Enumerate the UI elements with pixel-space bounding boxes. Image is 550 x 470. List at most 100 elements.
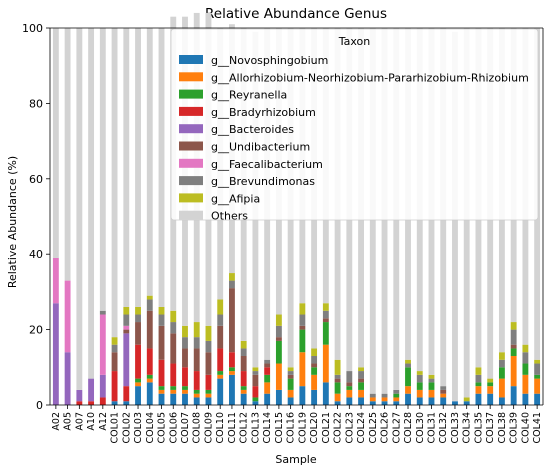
bar-segment-A10-3	[88, 401, 95, 405]
bar-segment-COL35-1	[475, 386, 482, 394]
bar-segment-COL08-5	[193, 348, 200, 372]
bar-segment-COL38-0	[498, 397, 505, 405]
bar-segment-COL10-7	[217, 314, 224, 326]
x-tick-label-COL25: COL25	[368, 412, 379, 444]
bar-segment-COL09-5	[205, 352, 212, 375]
bar-segment-COL03-9	[135, 28, 141, 307]
x-tick-label-A07: A07	[74, 412, 85, 431]
bar-segment-COL06-5	[170, 333, 177, 364]
bar-segment-COL28-1	[405, 386, 411, 394]
bar-segment-COL09-8	[205, 325, 212, 341]
bar-segment-COL16-2	[287, 378, 294, 390]
bar-segment-COL37-0	[487, 393, 494, 405]
bar-segment-COL23-7	[346, 371, 353, 383]
bar-segment-A07-9	[76, 28, 83, 390]
legend-swatch-7	[179, 176, 203, 186]
bar-segment-A12-6	[99, 314, 106, 375]
bar-segment-COL06-7	[170, 322, 177, 334]
bar-segment-A02-9	[52, 28, 59, 258]
bar-segment-COL40-8	[522, 344, 529, 353]
bar-segment-COL15-1	[275, 363, 282, 390]
bar-segment-COL37-1	[487, 386, 494, 394]
bar-segment-COL03-2	[135, 378, 141, 383]
bar-segment-COL21-0	[322, 382, 329, 405]
bar-segment-COL11-8	[229, 273, 235, 281]
bar-segment-COL15-8	[275, 314, 282, 326]
legend-label-9: Others	[211, 210, 248, 223]
x-tick-label-COL03: COL03	[133, 412, 144, 444]
bar-segment-COL13-7	[252, 371, 259, 375]
bar-segment-COL41-8	[534, 359, 541, 364]
legend-label-7: g__Brevundimonas	[211, 175, 315, 188]
x-tick-label-COL27: COL27	[391, 412, 402, 444]
bar-segment-COL05-8	[158, 306, 165, 315]
bar-segment-COL21-7	[322, 310, 329, 319]
bar-segment-COL12-1	[240, 389, 247, 394]
x-tick-label-COL13: COL13	[250, 412, 261, 444]
bar-segment-COL11-1	[229, 371, 235, 375]
x-tick-label-COL37: COL37	[485, 412, 496, 444]
bar-segment-COL35-2	[475, 382, 482, 387]
bar-segment-COL06-2	[170, 386, 177, 390]
bar-segment-A02-6	[52, 257, 59, 304]
bar-segment-COL03-8	[135, 306, 141, 315]
x-tick-label-COL01: COL01	[110, 412, 121, 444]
bar-segment-COL07-7	[182, 337, 188, 349]
x-tick-label-COL21: COL21	[321, 412, 332, 444]
bar-segment-COL15-0	[275, 389, 282, 405]
bar-segment-COL34-8	[463, 397, 470, 402]
bar-segment-COL40-1	[522, 374, 529, 394]
bar-segment-COL30-0	[416, 397, 423, 405]
legend-swatch-1	[179, 72, 203, 82]
bar-segment-A10-9	[88, 28, 95, 379]
bar-segment-COL41-2	[534, 374, 541, 379]
bar-segment-COL27-2	[393, 393, 400, 398]
bar-segment-COL14-7	[264, 359, 271, 364]
bar-segment-COL11-5	[229, 288, 235, 353]
bar-segment-COL41-1	[534, 378, 541, 394]
bar-segment-COL11-7	[229, 280, 235, 289]
bar-segment-COL20-1	[311, 374, 318, 390]
bar-segment-COL32-7	[440, 386, 447, 390]
bar-segment-COL05-0	[158, 393, 165, 405]
bar-segment-COL05-3	[158, 359, 165, 387]
bar-segment-COL31-0	[428, 397, 435, 405]
bar-segment-COL25-1	[369, 397, 376, 402]
bar-segment-COL40-7	[522, 352, 529, 364]
bar-segment-COL27-0	[393, 401, 400, 405]
bar-segment-COL04-0	[146, 382, 153, 405]
bar-segment-COL39-2	[510, 348, 517, 356]
bar-segment-COL13-8	[252, 367, 259, 372]
x-tick-label-COL23: COL23	[344, 412, 355, 444]
bar-segment-COL39-8	[510, 322, 517, 330]
bar-segment-COL09-1	[205, 393, 212, 398]
bar-segment-COL25-7	[369, 393, 376, 398]
bar-segment-COL02-8	[123, 306, 130, 315]
bar-segment-COL21-1	[322, 344, 329, 383]
bar-segment-COL02-3	[123, 386, 130, 402]
legend-swatch-6	[179, 158, 203, 168]
bar-segment-COL05-1	[158, 389, 165, 394]
bar-segment-COL26-7	[381, 393, 388, 398]
bar-segment-COL22-1	[334, 393, 341, 402]
bar-segment-COL06-8	[170, 310, 177, 323]
bar-segment-COL12-5	[240, 355, 247, 372]
bar-segment-COL04-5	[146, 310, 153, 349]
bar-segment-COL07-1	[182, 389, 188, 394]
bar-segment-COL13-2	[252, 397, 259, 402]
bar-segment-COL09-3	[205, 374, 212, 390]
bar-segment-COL12-3	[240, 371, 247, 387]
bar-segment-COL35-0	[475, 393, 482, 405]
x-axis-label: Sample	[275, 453, 316, 466]
bar-segment-COL06-1	[170, 389, 177, 394]
bar-segment-COL07-3	[182, 367, 188, 387]
bar-segment-A05-9	[64, 28, 71, 281]
bar-segment-COL25-0	[369, 401, 376, 405]
bar-segment-COL32-1	[440, 393, 447, 398]
x-tick-label-COL30: COL30	[415, 412, 426, 444]
bar-segment-COL16-0	[287, 397, 294, 405]
bar-segment-COL19-5	[299, 325, 306, 330]
bar-segment-COL31-7	[428, 378, 435, 383]
bar-segment-COL20-2	[311, 367, 318, 375]
bar-segment-COL04-3	[146, 348, 153, 375]
